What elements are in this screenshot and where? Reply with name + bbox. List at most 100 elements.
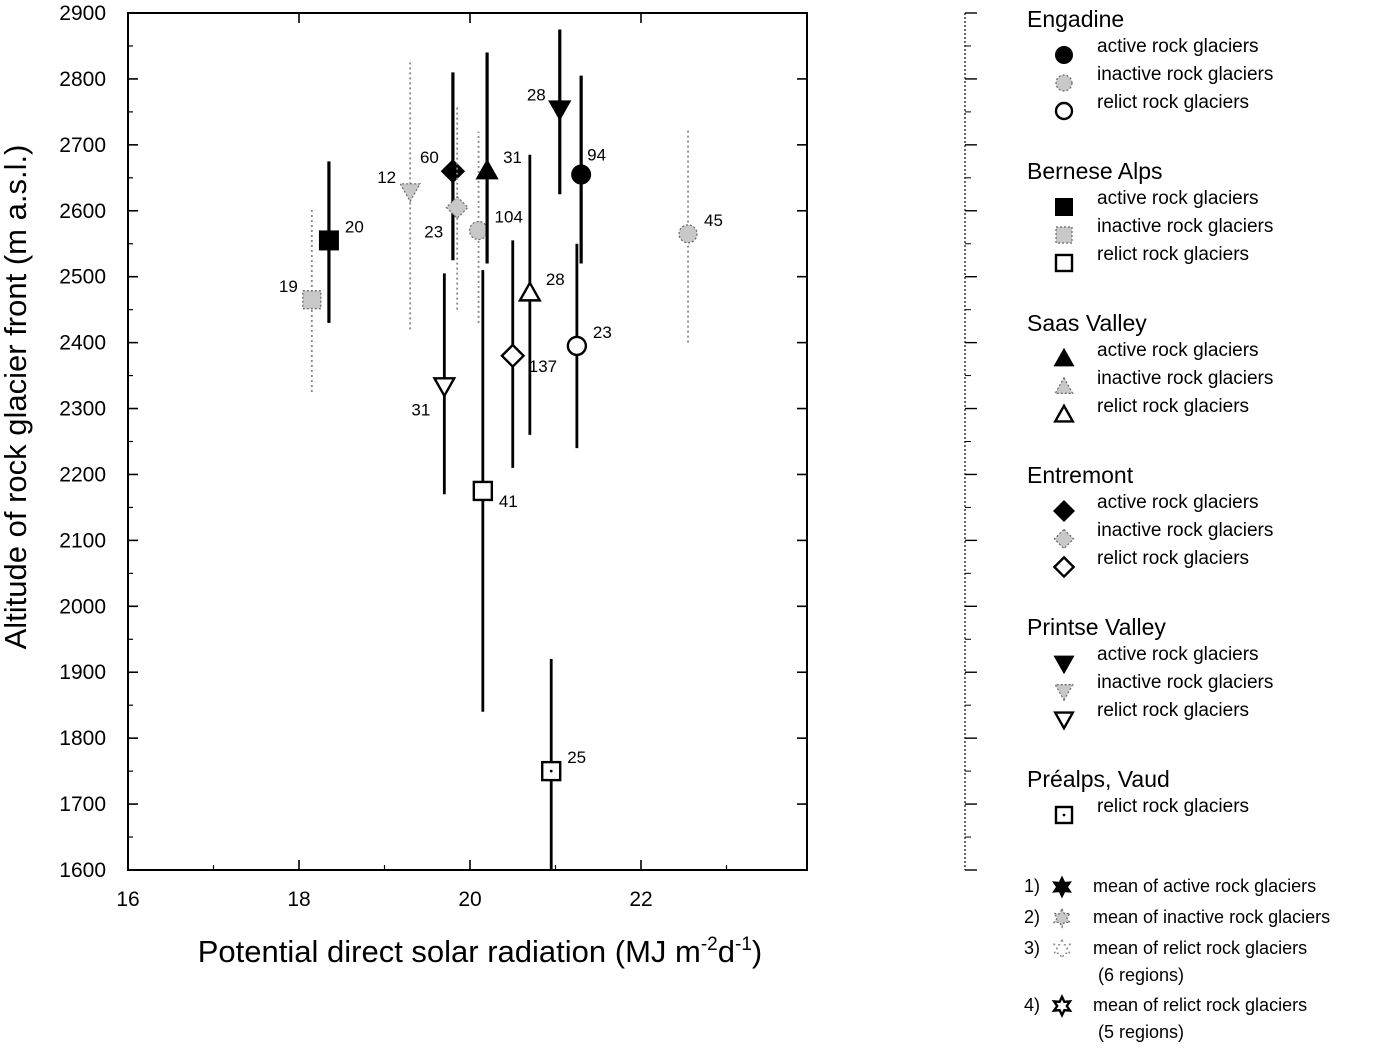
- data-point-triangle-up: [475, 158, 499, 180]
- legend-entry-label: relict rock glaciers: [1097, 548, 1249, 569]
- legend: Engadine active rock glaciers inactive roc…: [1024, 6, 1330, 1042]
- data-point-square: [472, 480, 494, 502]
- footnote-id: 3): [1024, 938, 1040, 958]
- data-point-diamond: [500, 343, 526, 369]
- y-axis-title: Altitude of rock glacier front (m a.s.l.…: [0, 145, 33, 650]
- data-point-triangle-up: [517, 280, 542, 302]
- footnote-label: mean of relict rock glaciers: [1093, 938, 1307, 958]
- y-tick-label: 1800: [59, 727, 106, 750]
- point-count-label: 23: [593, 323, 612, 342]
- legend-entry-label: active rock glaciers: [1097, 36, 1259, 57]
- footnote-label: mean of active rock glaciers: [1093, 876, 1316, 896]
- data-point-triangle-down: [432, 377, 457, 399]
- y-tick-label: 2300: [59, 398, 106, 421]
- legend-symbol-diamond: [1052, 555, 1076, 579]
- footnote-label-sub: (6 regions): [1098, 965, 1184, 985]
- x-tick-label: 16: [116, 888, 139, 911]
- legend-symbol-circle: [1055, 74, 1073, 92]
- legend-symbol-square: [1055, 198, 1073, 216]
- legend-entry-label: relict rock glaciers: [1097, 796, 1249, 817]
- y-tick-label: 2900: [59, 2, 106, 25]
- footnote-label: mean of relict rock glaciers: [1093, 995, 1307, 1015]
- data-point-circle: [468, 220, 489, 241]
- legend-symbol-circle: [1055, 46, 1073, 64]
- legend-symbol-triangle-down: [1053, 655, 1075, 675]
- legend-entry-label: relict rock glaciers: [1097, 700, 1249, 721]
- point-count-label: 25: [567, 748, 586, 767]
- legend-symbol-triangle-down: [1054, 683, 1074, 702]
- legend-group-title: Engadine: [1027, 6, 1124, 32]
- legend-entry-label: active rock glaciers: [1097, 188, 1259, 209]
- plot-area: 1600 1700 1800 1900 2000 2100 2200 2300 2400 2500…: [59, 2, 977, 911]
- data-point-triangle-down: [399, 183, 422, 203]
- data-point-square-dot-dot: [549, 769, 553, 773]
- legend-group-title: Printse Valley: [1027, 614, 1166, 640]
- legend-entry-label: active rock glaciers: [1097, 644, 1259, 665]
- data-point-square: [318, 230, 339, 251]
- legend-symbol-triangle-up: [1054, 376, 1074, 394]
- point-count-label: 31: [503, 148, 522, 167]
- legend-entry-label: relict rock glaciers: [1097, 92, 1249, 113]
- footnote-id: 2): [1024, 907, 1040, 927]
- point-count-label: 28: [527, 86, 546, 105]
- data-point-circle: [571, 164, 592, 185]
- legend-entry-label: inactive rock glaciers: [1097, 216, 1273, 237]
- point-count-label: 19: [279, 277, 298, 296]
- x-tick-label: 18: [287, 888, 310, 911]
- footnote-id: 4): [1024, 995, 1040, 1015]
- footnote-symbol-star: [1052, 875, 1072, 899]
- footnote-symbol-star: [1051, 994, 1073, 1018]
- point-count-label: 31: [411, 400, 430, 419]
- x-tick-label: 20: [458, 888, 481, 911]
- y-tick-label: 1900: [59, 661, 106, 684]
- data-point-diamond: [445, 195, 469, 220]
- x-axis-title: Potential direct solar radiation (MJ m-2…: [198, 934, 762, 969]
- legend-entry-label: relict rock glaciers: [1097, 244, 1249, 265]
- point-count-label: 20: [345, 217, 364, 236]
- point-count-label: 41: [499, 492, 518, 511]
- point-count-label: 137: [529, 357, 557, 376]
- y-tick-label: 1600: [59, 859, 106, 882]
- data-point-triangle-down: [548, 100, 572, 121]
- legend-entry-label: inactive rock glaciers: [1097, 64, 1273, 85]
- plot-frame: [127, 12, 808, 871]
- y-tick-label: 2600: [59, 200, 106, 223]
- legend-entry-label: inactive rock glaciers: [1097, 672, 1273, 693]
- y-tick-label: 2100: [59, 529, 106, 552]
- legend-group-title: Préalps, Vaud: [1027, 766, 1170, 792]
- footnote-symbol-star: [1052, 907, 1072, 929]
- legend-symbol-triangle-up: [1053, 347, 1075, 367]
- y-tick-label: 1700: [59, 793, 106, 816]
- point-count-label: 12: [377, 168, 396, 187]
- data-marks: 94104232019413128602313728123125452531)2…: [279, 29, 723, 870]
- point-count-label: 104: [495, 208, 523, 227]
- legend-symbol-diamond: [1052, 499, 1076, 523]
- y-tick-label: 2800: [59, 68, 106, 91]
- x-tick-label: 22: [629, 888, 652, 911]
- legend-group-title: Bernese Alps: [1027, 158, 1163, 184]
- legend-symbol-triangle-down: [1053, 711, 1075, 731]
- footnote-label: mean of inactive rock glaciers: [1093, 907, 1330, 927]
- legend-symbol-square: [1055, 226, 1073, 244]
- point-count-label: 23: [424, 222, 443, 241]
- legend-entry-label: inactive rock glaciers: [1097, 520, 1273, 541]
- y-tick-label: 2700: [59, 134, 106, 157]
- legend-group-title: Entremont: [1027, 462, 1134, 488]
- legend-entry-label: inactive rock glaciers: [1097, 368, 1273, 389]
- legend-symbol-diamond: [1053, 528, 1075, 550]
- legend-symbol-triangle-up: [1053, 403, 1075, 423]
- legend-symbol-circle: [1054, 101, 1074, 121]
- point-count-label: 94: [587, 146, 606, 165]
- legend-entry-label: active rock glaciers: [1097, 340, 1259, 361]
- point-count-label: 28: [546, 270, 565, 289]
- legend-entry-label: active rock glaciers: [1097, 492, 1259, 513]
- data-point-circle: [678, 224, 698, 244]
- footnote-symbol-star: [1052, 938, 1072, 960]
- point-count-label: 60: [420, 148, 439, 167]
- legend-symbol-square-dot-dot: [1062, 813, 1066, 817]
- legend-entry-label: relict rock glaciers: [1097, 396, 1249, 417]
- legend-symbol-square: [1054, 253, 1074, 273]
- data-point-diamond: [440, 159, 466, 184]
- y-tick-label: 2500: [59, 266, 106, 289]
- y-tick-label: 2400: [59, 332, 106, 355]
